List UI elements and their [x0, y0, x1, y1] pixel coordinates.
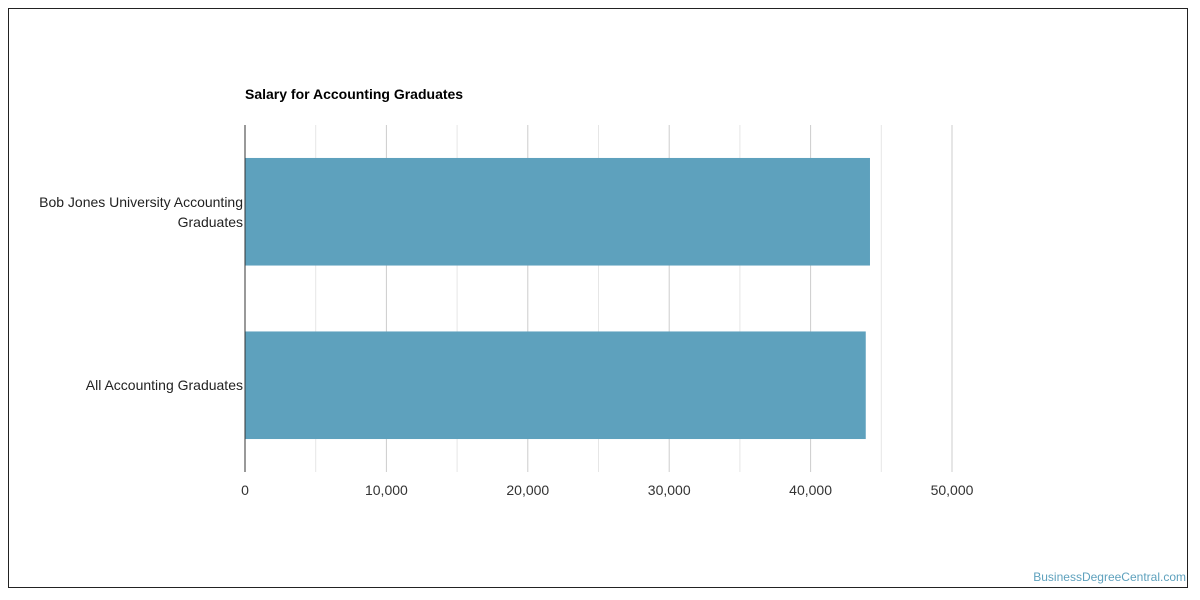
- x-tick-label: 30,000: [648, 482, 691, 498]
- bar-1: [245, 157, 870, 266]
- x-tick-label: 20,000: [506, 482, 549, 498]
- bar-2: [245, 331, 866, 440]
- category-label-line: Bob Jones University Accounting: [39, 193, 243, 210]
- x-tick-label: 40,000: [789, 482, 832, 498]
- category-label: All Accounting Graduates: [3, 375, 243, 395]
- chart-title: Salary for Accounting Graduates: [245, 86, 464, 102]
- x-tick-label: 0: [241, 482, 249, 498]
- category-label-line: Graduates: [177, 213, 243, 230]
- category-label: Bob Jones University Accounting Graduates: [3, 192, 243, 232]
- chart-frame: [8, 8, 1188, 588]
- x-tick-label: 50,000: [931, 482, 974, 498]
- watermark-link[interactable]: BusinessDegreeCentral.com: [1033, 570, 1186, 584]
- x-tick-label: 10,000: [365, 482, 408, 498]
- category-label-line: All Accounting Graduates: [85, 377, 243, 394]
